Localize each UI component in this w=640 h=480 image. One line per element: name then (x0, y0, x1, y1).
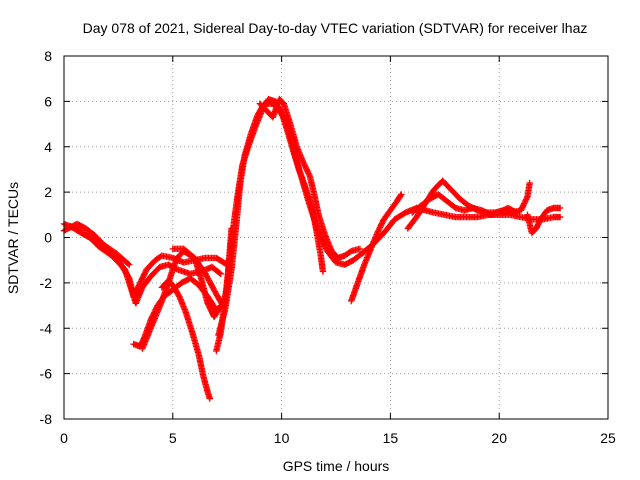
x-axis-label: GPS time / hours (283, 458, 390, 474)
x-tick-label: 20 (491, 430, 507, 446)
axis-ticks: 0 5 10 15 20 25 -8 -6 -4 -2 0 2 4 6 8 (40, 48, 616, 446)
data-point-marker (216, 269, 223, 277)
chart-title: Day 078 of 2021, Sidereal Day-to-day VTE… (83, 20, 588, 36)
x-tick-label: 0 (60, 430, 68, 446)
data-point-marker (319, 268, 327, 275)
data-point-marker (306, 171, 313, 179)
y-tick-label: 6 (44, 93, 52, 109)
data-point-marker (356, 245, 364, 253)
y-tick-label: -8 (40, 411, 53, 427)
y-tick-label: 8 (44, 48, 52, 64)
x-tick-label: 5 (169, 430, 177, 446)
data-point-marker (398, 191, 405, 198)
data-point-marker (124, 260, 132, 267)
x-tick-label: 25 (600, 430, 616, 446)
y-axis-label: SDTVAR / TECUs (5, 182, 21, 294)
grid-lines (64, 56, 608, 419)
data-point-marker (526, 179, 533, 187)
y-tick-label: 0 (44, 230, 52, 246)
data-point-marker (217, 270, 224, 277)
data-point-marker (513, 209, 520, 216)
y-tick-label: -6 (40, 366, 53, 382)
data-points (60, 95, 564, 402)
y-tick-label: -4 (40, 320, 53, 336)
data-point-marker (556, 213, 564, 221)
data-point-marker (126, 261, 133, 268)
data-point-marker (206, 395, 213, 402)
data-point-marker (397, 192, 404, 199)
y-tick-label: 2 (44, 184, 52, 200)
x-tick-label: 15 (383, 430, 399, 446)
data-point-marker (556, 204, 564, 212)
data-point-marker (523, 194, 531, 202)
y-tick-label: 4 (44, 139, 52, 155)
x-tick-label: 10 (274, 430, 290, 446)
y-tick-label: -2 (40, 275, 53, 291)
